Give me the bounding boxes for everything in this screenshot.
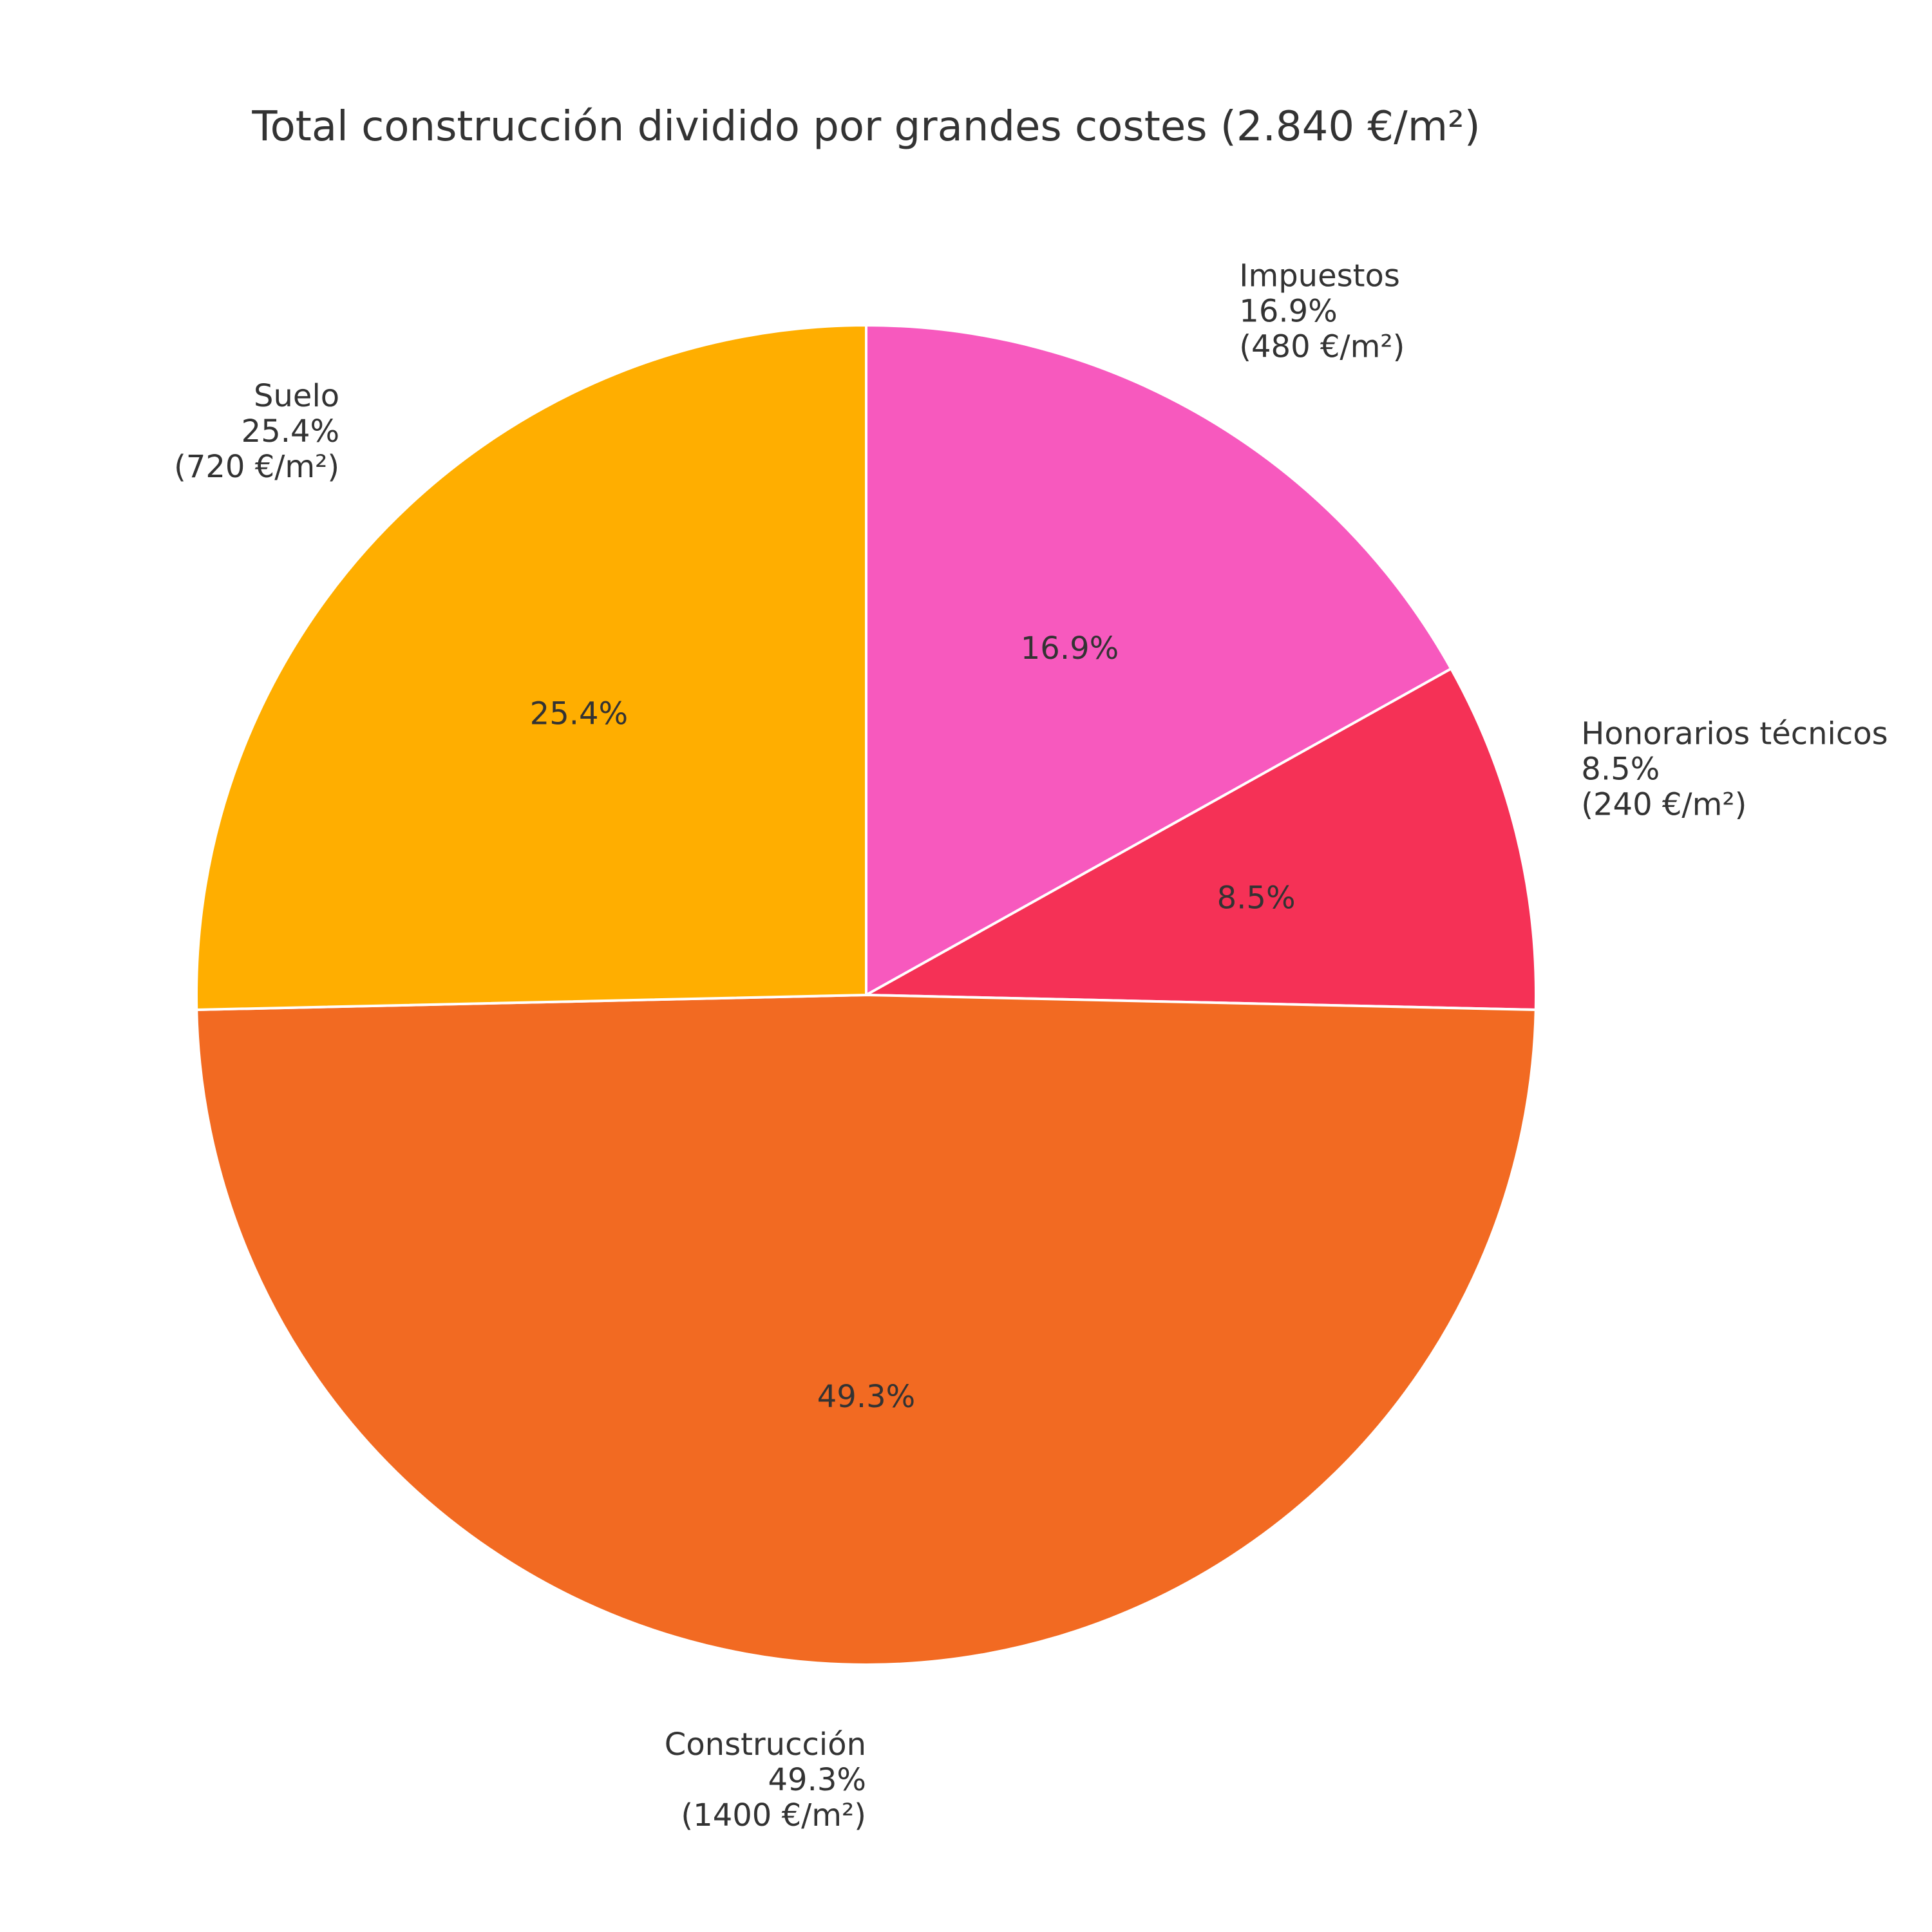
outer-label-category: Construcción xyxy=(665,1727,866,1763)
labels-layer: 16.9%Impuestos 16.9% (480 €/m²)8.5%Honorar… xyxy=(174,258,1888,1833)
slices-layer xyxy=(195,323,1537,1667)
outer-label-construccion: Construcción 49.3% (1400 €/m²) xyxy=(665,1727,866,1833)
outer-label-category: Suelo xyxy=(254,378,339,414)
outer-label-percent: 16.9% xyxy=(1239,294,1337,330)
inner-percent-label-construccion: 49.3% xyxy=(817,1379,915,1415)
outer-label-amount: (720 €/m²) xyxy=(174,449,339,485)
outer-label-percent: 25.4% xyxy=(242,413,339,450)
outer-label-percent: 8.5% xyxy=(1581,751,1660,787)
inner-percent-label-impuestos: 16.9% xyxy=(1021,630,1119,667)
slice-suelo xyxy=(195,323,867,1012)
outer-label-impuestos: Impuestos 16.9% (480 €/m²) xyxy=(1239,258,1405,365)
outer-label-amount: (1400 €/m²) xyxy=(681,1797,866,1833)
inner-percent-label-honorarios-tecnicos: 8.5% xyxy=(1217,880,1296,916)
outer-label-amount: (480 €/m²) xyxy=(1239,329,1405,365)
slice-impuestos xyxy=(865,323,1453,998)
outer-label-suelo: Suelo 25.4% (720 €/m²) xyxy=(174,378,339,485)
outer-label-amount: (240 €/m²) xyxy=(1581,786,1747,822)
slice-construccion xyxy=(195,993,1537,1667)
outer-label-honorarios-tecnicos: Honorarios técnicos 8.5% (240 €/m²) xyxy=(1581,715,1888,822)
outer-label-category: Honorarios técnicos xyxy=(1581,715,1888,752)
outer-label-percent: 49.3% xyxy=(768,1762,866,1798)
inner-percent-label-suelo: 25.4% xyxy=(530,696,628,732)
chart-title: Total construcción dividido por grandes … xyxy=(251,103,1480,151)
outer-label-category: Impuestos xyxy=(1239,258,1400,294)
slice-honorarios-tecnicos xyxy=(861,667,1537,1012)
